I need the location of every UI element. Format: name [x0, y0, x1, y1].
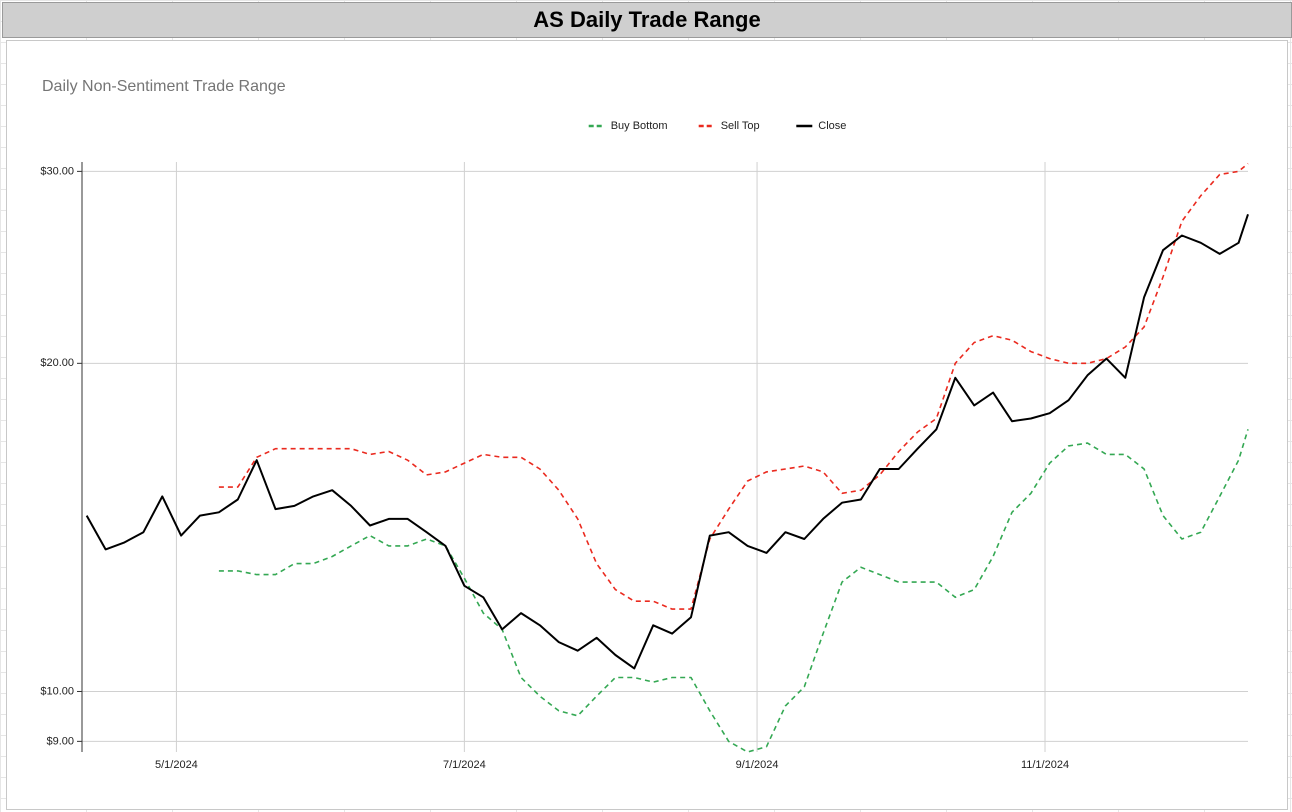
y-tick-label: $10.00 [40, 685, 74, 697]
y-tick-label: $30.00 [40, 165, 74, 177]
series-line [218, 162, 1249, 610]
x-tick-label: 5/1/2024 [155, 759, 198, 771]
sheet-title: AS Daily Trade Range [2, 2, 1292, 38]
y-tick-label: $9.00 [46, 735, 74, 747]
legend-label: Sell Top [721, 120, 760, 132]
x-tick-label: 11/1/2024 [1021, 759, 1069, 771]
series-line [85, 213, 1249, 670]
series-line [218, 429, 1249, 753]
legend-label: Buy Bottom [611, 120, 668, 132]
x-tick-label: 7/1/2024 [443, 759, 486, 771]
x-tick-label: 9/1/2024 [736, 759, 779, 771]
y-tick-label: $20.00 [40, 357, 74, 369]
legend-label: Close [818, 120, 846, 132]
chart-title: Daily Non-Sentiment Trade Range [42, 78, 286, 95]
chart-box [6, 40, 1288, 810]
